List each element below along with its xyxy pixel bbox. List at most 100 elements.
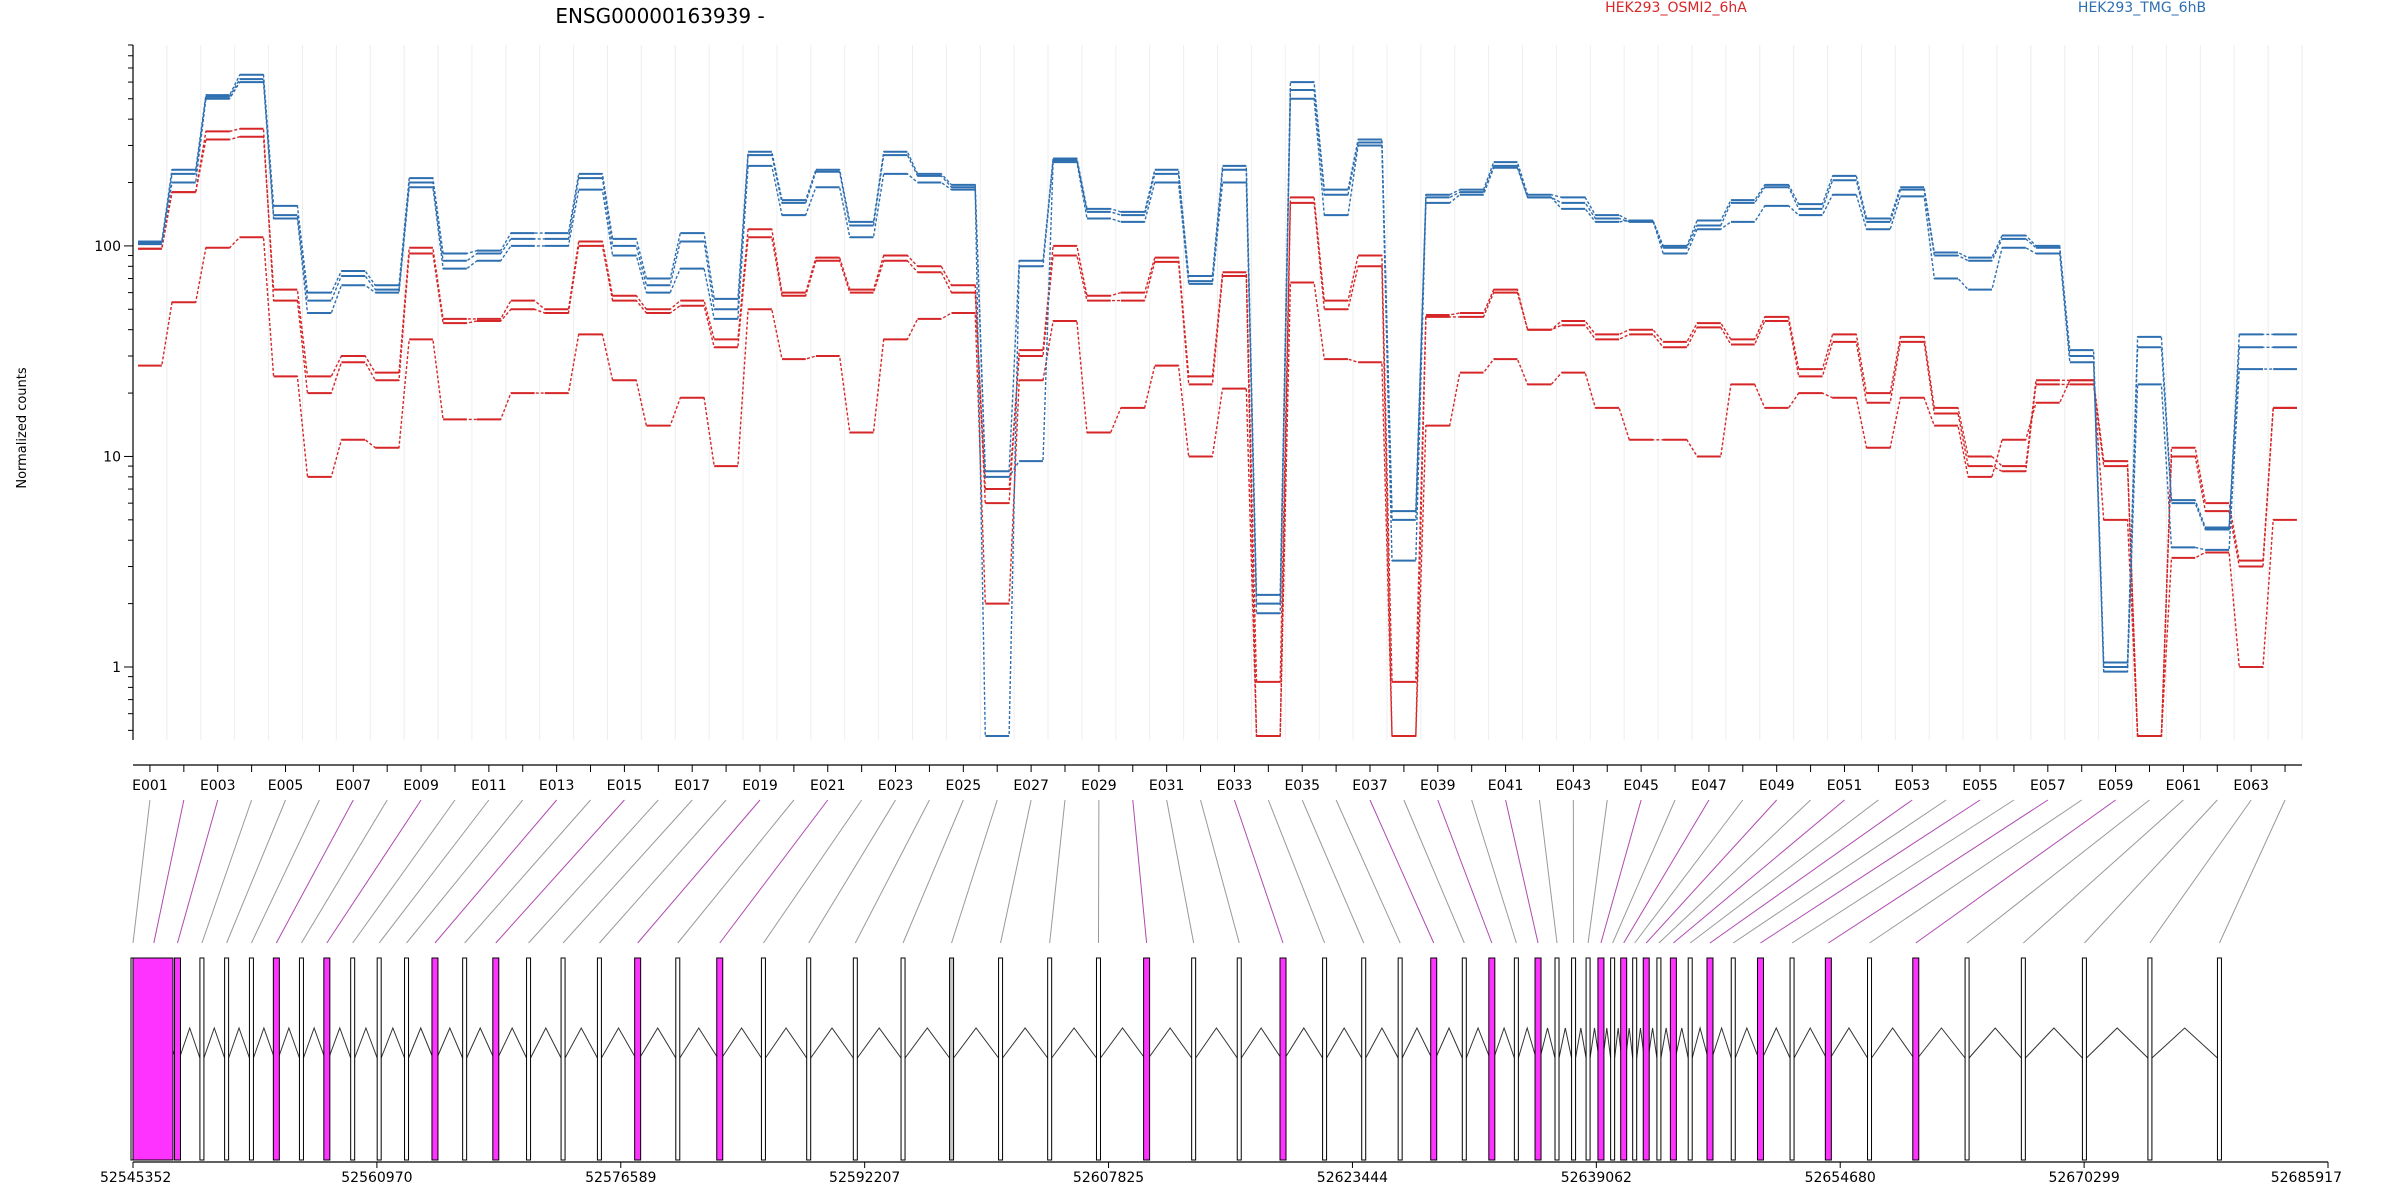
exon-box: [1236, 957, 1242, 1161]
exon-label: E003: [200, 778, 236, 794]
exon-connector: [275, 799, 354, 944]
exon-connector: [2084, 799, 2218, 944]
intron: [679, 1027, 719, 1059]
exon-label: E037: [1352, 778, 1388, 794]
exon-box: [1756, 957, 1764, 1161]
exon-box: [1610, 957, 1616, 1161]
intron: [354, 1026, 378, 1059]
intron: [1284, 1027, 1324, 1059]
intron: [1968, 1027, 2022, 1059]
exon-connector: [153, 799, 185, 944]
intron: [953, 1027, 999, 1059]
exon-label: E061: [2166, 778, 2202, 794]
genome-tick-label: 52592207: [829, 1170, 900, 1186]
exon-connector: [1301, 799, 1365, 944]
exon-label: E029: [1081, 778, 1117, 794]
exon-connector: [562, 799, 693, 944]
series-line: [138, 81, 2297, 673]
genome-tick-label: 52670299: [2048, 1170, 2119, 1186]
intron: [1793, 1026, 1827, 1059]
exon-connector: [528, 799, 659, 944]
exon-label: E007: [336, 778, 372, 794]
exon-box: [1279, 957, 1287, 1161]
intron: [1240, 1027, 1282, 1059]
exon-label: E053: [1894, 778, 1930, 794]
exon-label: E013: [539, 778, 575, 794]
exon-box: [1143, 957, 1151, 1161]
intron: [1734, 1026, 1759, 1059]
exon-box: [560, 957, 566, 1161]
exon-connector: [1166, 799, 1195, 944]
exon-connector: [1471, 799, 1517, 944]
intron: [2024, 1027, 2083, 1059]
intron: [904, 1027, 950, 1059]
exon-box: [1322, 957, 1328, 1161]
exon-connector: [1673, 799, 1845, 944]
exon-label: E047: [1691, 778, 1727, 794]
exon-box: [248, 957, 254, 1161]
exon-box: [2081, 957, 2087, 1161]
exon-connector: [902, 799, 964, 944]
intron: [600, 1026, 637, 1059]
exon-box: [1585, 957, 1591, 1161]
intron: [203, 1026, 226, 1059]
intron: [277, 1026, 300, 1059]
exon-connector: [1049, 799, 1066, 944]
exon-box: [1430, 957, 1438, 1161]
intron: [1195, 1027, 1238, 1059]
exon-box: [132, 957, 174, 1161]
exon-connector: [677, 799, 795, 944]
intron: [1100, 1027, 1146, 1059]
intron: [1401, 1026, 1433, 1059]
y-tick-label: 10: [103, 449, 121, 465]
exon-box: [376, 957, 382, 1161]
intron: [302, 1026, 326, 1059]
legend-item-condB: HEK293_TMG_6hB: [2078, 0, 2206, 16]
exon-connector: [201, 799, 253, 944]
genome-tick-label: 52639062: [1561, 1170, 1632, 1186]
genome-tick-label: 52560970: [341, 1170, 412, 1186]
exon-label: E001: [132, 778, 168, 794]
exon-label: E017: [674, 778, 710, 794]
exon-label: E009: [403, 778, 439, 794]
exon-box: [1867, 957, 1873, 1161]
exon-label: E063: [2233, 778, 2269, 794]
exon-connector: [808, 799, 896, 944]
legend-item-condA: HEK293_OSMI2_6hA: [1605, 0, 1747, 16]
intron: [1148, 1027, 1193, 1059]
series-line: [138, 128, 2297, 737]
exon-connector: [464, 799, 591, 944]
exon-label: E015: [607, 778, 643, 794]
genome-tick-label: 52576589: [585, 1170, 656, 1186]
exon-connector: [1658, 799, 1811, 944]
exon-connector: [1689, 799, 1879, 944]
exon-box: [1571, 957, 1577, 1161]
intron: [1829, 1027, 1868, 1059]
intron: [564, 1026, 598, 1059]
exon-box: [852, 957, 858, 1161]
exon-connector: [1634, 799, 1744, 944]
intron: [1326, 1027, 1363, 1059]
exon-label: E051: [1827, 778, 1863, 794]
exon-connector: [1369, 799, 1435, 944]
intron: [466, 1026, 495, 1059]
intron: [1762, 1026, 1791, 1059]
exon-box: [2216, 957, 2222, 1161]
intron: [530, 1026, 562, 1059]
exon-box: [949, 957, 955, 1161]
exon-connector: [301, 799, 388, 944]
exon-box: [1632, 957, 1638, 1161]
exon-box: [1047, 957, 1053, 1161]
exon-connector: [177, 799, 219, 944]
exon-connector: [1233, 799, 1284, 944]
exon-box: [2147, 957, 2153, 1161]
exon-box: [1534, 957, 1542, 1161]
chart-title: ENSG00000163939 -: [555, 4, 764, 28]
exon-connector: [226, 799, 286, 944]
intron: [1660, 1027, 1672, 1059]
exon-box: [1824, 957, 1832, 1161]
genome-tick-label: 52545352: [100, 1170, 171, 1186]
intron: [810, 1027, 854, 1059]
intron: [1575, 1027, 1587, 1059]
